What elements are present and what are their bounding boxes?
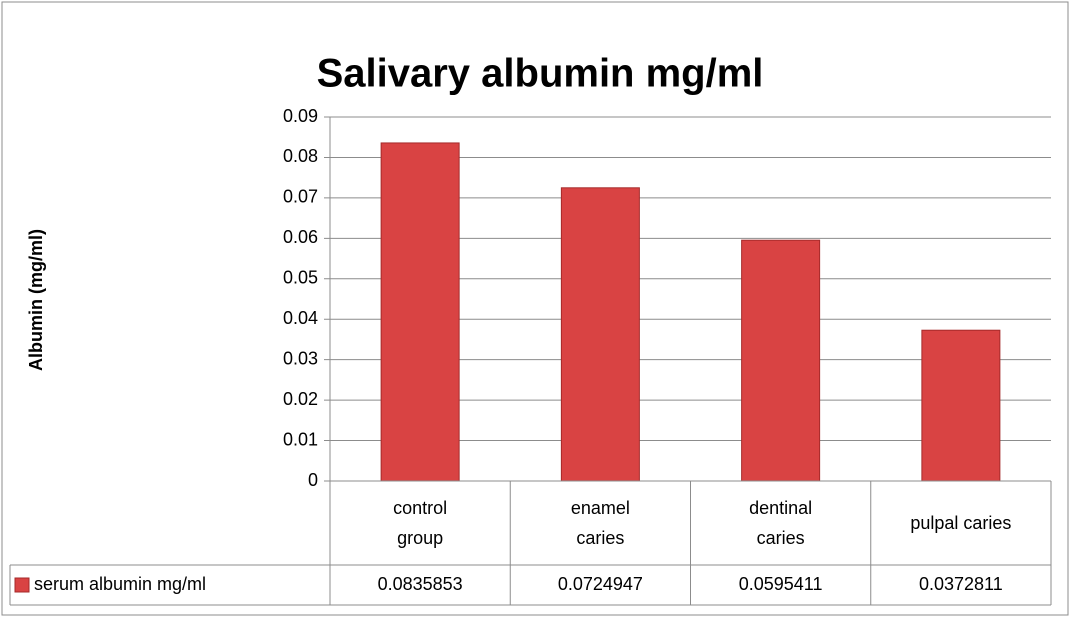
bar	[380, 142, 460, 482]
y-tick-label: 0.06	[283, 227, 318, 247]
x-tick-cell: pulpal caries	[871, 481, 1051, 565]
x-tick-label: control group	[393, 498, 448, 548]
bar	[921, 329, 1001, 482]
y-tick-label: 0.09	[283, 106, 318, 126]
x-tick-label: pulpal caries	[910, 513, 1012, 533]
y-tick-label: 0.08	[283, 146, 318, 166]
y-axis-title: Albumin (mg/ml)	[26, 229, 46, 371]
x-tick-cell-box: pulpal caries	[871, 481, 1051, 565]
table-value: 0.0724947	[558, 574, 643, 594]
x-tick-cell-box: enamel caries	[510, 481, 690, 565]
table-value: 0.0372811	[919, 574, 1003, 594]
table-value: 0.0595411	[739, 574, 823, 594]
y-tick-label: 0.07	[283, 187, 318, 207]
y-tick-label: 0.03	[283, 348, 318, 368]
table-value: 0.0835853	[378, 574, 463, 594]
x-tick-cell-box: dentinal caries	[691, 481, 871, 565]
chart-title: Salivary albumin mg/ml	[317, 52, 764, 96]
y-tick-label: 0.02	[283, 389, 318, 409]
x-tick-label: enamel caries	[570, 498, 630, 548]
legend-swatch	[14, 577, 30, 593]
x-tick-label: dentinal caries	[749, 498, 813, 548]
x-tick-cell: enamel caries	[510, 481, 690, 565]
bar	[741, 239, 821, 482]
y-tick-label: 0.01	[283, 429, 318, 449]
y-tick-label: 0.05	[283, 268, 318, 288]
legend-label: serum albumin mg/ml	[34, 574, 206, 594]
x-tick-cell: dentinal caries	[691, 481, 871, 565]
x-tick-cell: control group	[330, 481, 510, 565]
x-tick-cell-box: control group	[330, 481, 510, 565]
y-tick-label: 0	[308, 470, 318, 490]
y-tick-label: 0.04	[283, 308, 318, 328]
bar	[560, 187, 640, 482]
